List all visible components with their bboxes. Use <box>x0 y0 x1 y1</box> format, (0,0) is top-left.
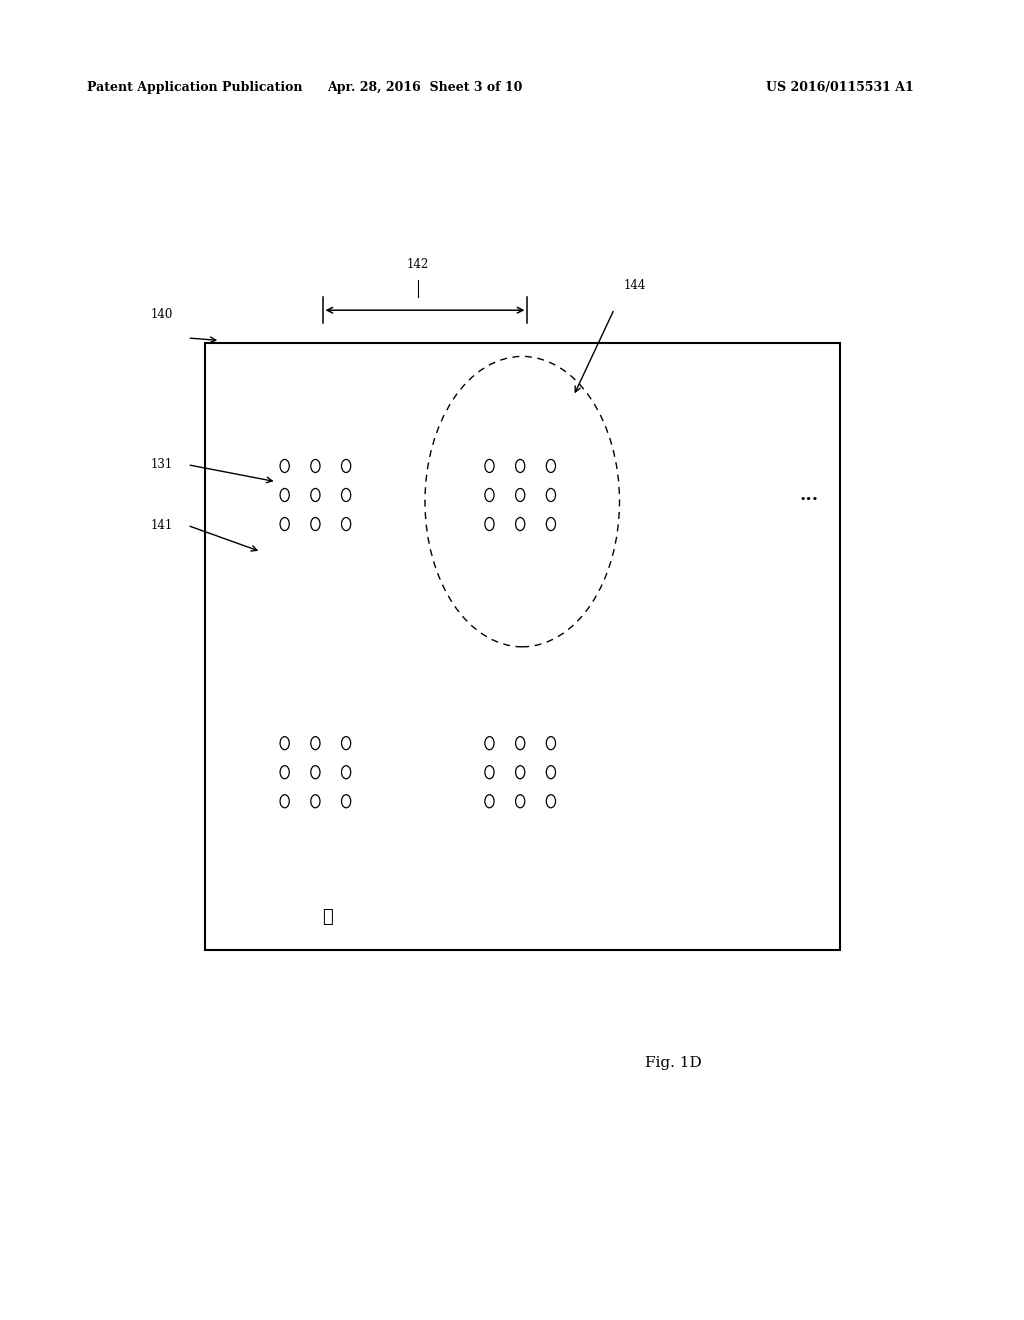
Text: 131: 131 <box>151 458 173 471</box>
Text: 142: 142 <box>407 257 429 271</box>
Text: 144: 144 <box>624 279 646 292</box>
Text: 140: 140 <box>151 308 173 321</box>
Text: Patent Application Publication: Patent Application Publication <box>87 81 302 94</box>
Text: Fig. 1D: Fig. 1D <box>645 1056 701 1069</box>
Text: 141: 141 <box>151 519 173 532</box>
Text: ⋮: ⋮ <box>323 908 333 927</box>
Bar <box>205 343 840 950</box>
Text: ...: ... <box>800 486 818 504</box>
Text: Apr. 28, 2016  Sheet 3 of 10: Apr. 28, 2016 Sheet 3 of 10 <box>328 81 522 94</box>
Text: US 2016/0115531 A1: US 2016/0115531 A1 <box>766 81 913 94</box>
